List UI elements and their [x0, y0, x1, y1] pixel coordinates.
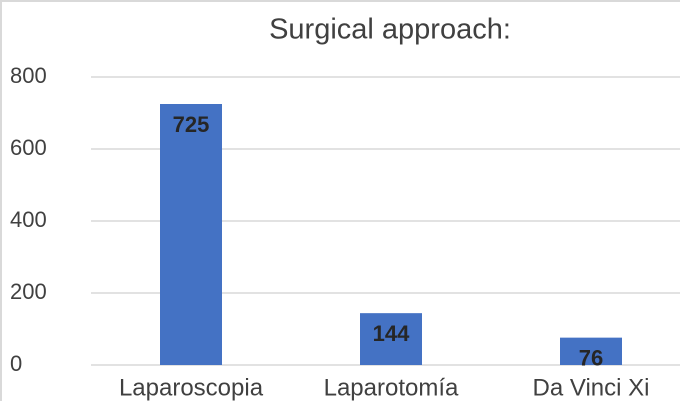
chart-title: Surgical approach: — [269, 14, 511, 46]
x-tick-label: Laparotomía — [324, 374, 459, 401]
bar — [360, 313, 422, 365]
y-tick-label: 600 — [10, 135, 47, 160]
y-tick-label: 200 — [10, 279, 47, 304]
y-tick-label: 0 — [10, 351, 22, 376]
data-label: 144 — [373, 321, 410, 346]
data-label: 725 — [173, 112, 210, 137]
y-tick-label: 800 — [10, 63, 47, 88]
x-tick-label: Da Vinci Xi — [533, 374, 650, 401]
bar — [160, 104, 222, 365]
y-tick-label: 400 — [10, 207, 47, 232]
x-tick-label: Laparoscopia — [119, 374, 264, 401]
data-label: 76 — [579, 345, 603, 370]
bar — [560, 337, 622, 365]
